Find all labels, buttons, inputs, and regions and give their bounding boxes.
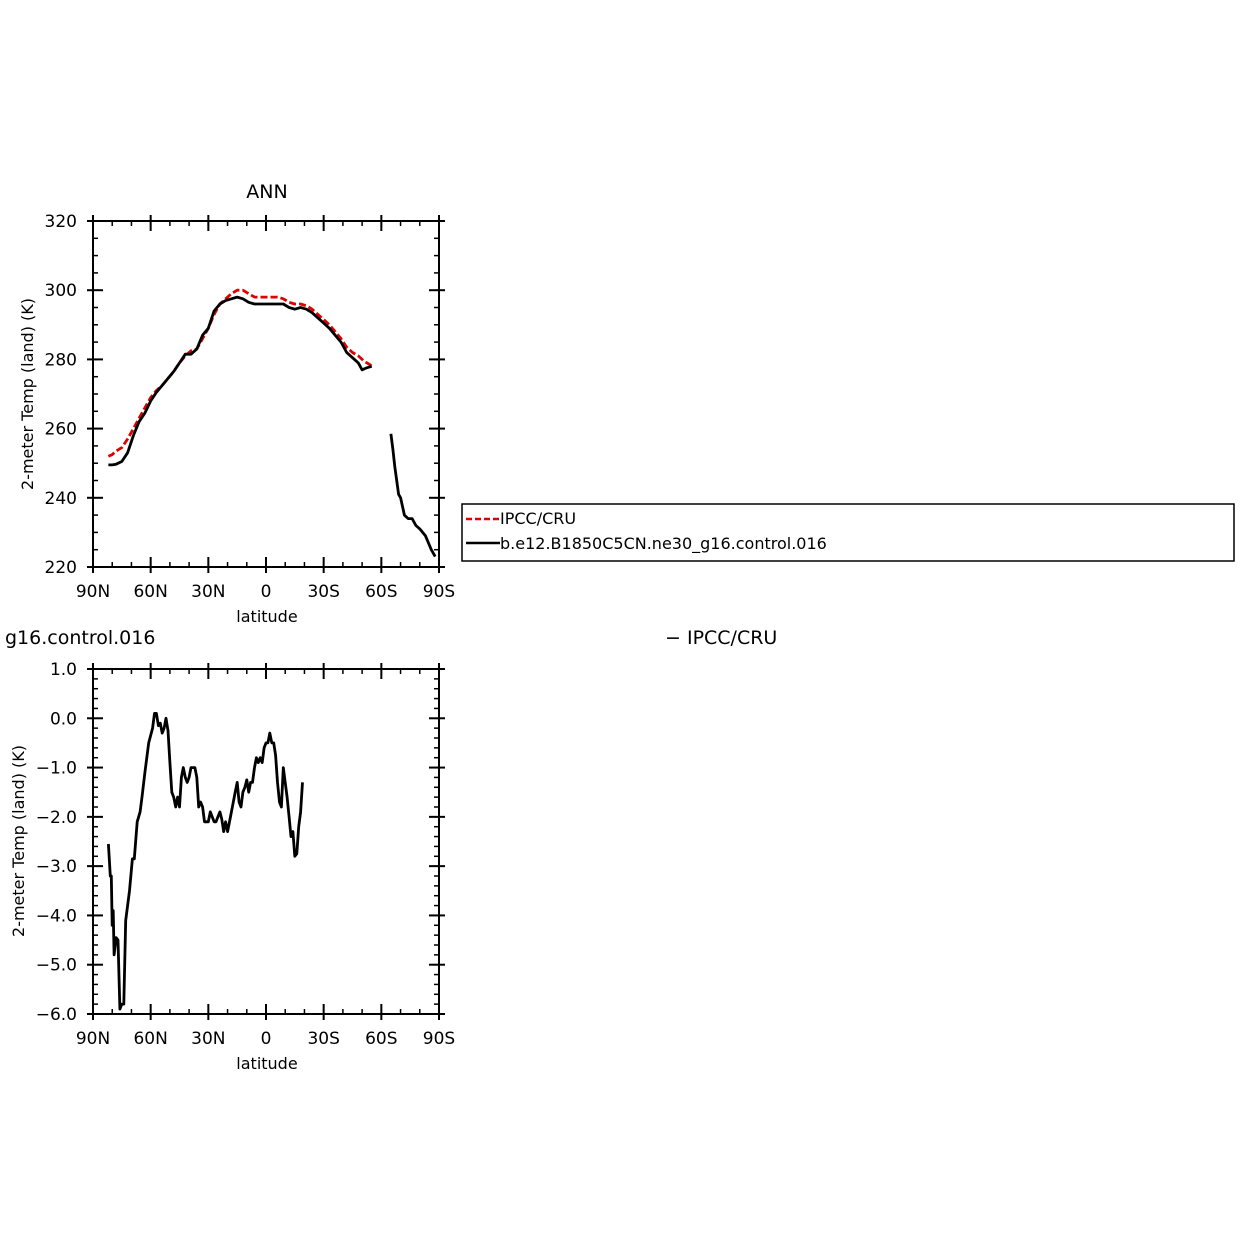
- y-tick-label: −2.0: [36, 808, 77, 828]
- plot-area: 90N 60N 30N 0 30S 60S 90S 1.0 0.0 −1.0 −2.0 −3.0 −4.…: [36, 660, 456, 1049]
- y-tick-label: −6.0: [36, 1005, 77, 1025]
- x-tick-label: 30S: [307, 1029, 339, 1049]
- series-line-difference: [107, 712, 304, 1011]
- legend-box: [461, 503, 1235, 562]
- y-tick-label: 320: [45, 212, 77, 232]
- x-tick-label: 60S: [365, 1029, 397, 1049]
- x-tick-label: 60S: [365, 582, 397, 602]
- x-tick-label: 90S: [423, 582, 455, 602]
- x-tick-label: 60N: [133, 1029, 167, 1049]
- x-tick-label: 30N: [191, 1029, 225, 1049]
- y-axis-label: 2-meter Temp (land) (K): [18, 298, 37, 490]
- y-axis-label: 2-meter Temp (land) (K): [9, 745, 28, 937]
- y-tick-label: −3.0: [36, 857, 77, 877]
- series-line-b-e12-b1850c5cn-ne30-g16-control-016: [389, 433, 437, 558]
- series-line-ipcc-cru: [107, 288, 373, 458]
- plot-frame: [92, 220, 440, 568]
- y-tick-label: 240: [45, 489, 77, 509]
- x-tick-label: 60N: [133, 582, 167, 602]
- x-tick-label: 0: [261, 1029, 272, 1049]
- plot-area: 90N 60N 30N 0 30S 60S 90S 220 240 260 280 300 320: [45, 212, 456, 602]
- x-tick-label: 30S: [307, 582, 339, 602]
- y-tick-label: −5.0: [36, 956, 77, 976]
- x-tick-label: 0: [261, 582, 272, 602]
- y-tick-label: 300: [45, 281, 77, 301]
- chart-title: ANN: [246, 181, 287, 203]
- y-tick-label: 0.0: [50, 709, 77, 729]
- right-title: − IPCC/CRU: [665, 627, 777, 649]
- y-tick-label: 1.0: [50, 660, 77, 680]
- legend-entry-cru: IPCC/CRU: [500, 509, 576, 528]
- x-tick-label: 90N: [76, 582, 110, 602]
- x-axis-label: latitude: [236, 1054, 297, 1073]
- x-tick-label: 30N: [191, 582, 225, 602]
- left-title: g16.control.016: [5, 627, 155, 649]
- panel-difference: g16.control.016 − IPCC/CRU latitude 2-me…: [5, 627, 777, 1073]
- legend: IPCC/CRU b.e12.B1850C5CN.ne30_g16.contro…: [461, 503, 1235, 562]
- x-tick-label: 90S: [423, 1029, 455, 1049]
- y-tick-label: 220: [45, 558, 77, 578]
- y-tick-label: 260: [45, 420, 77, 440]
- series-line-b-e12-b1850c5cn-ne30-g16-control-016: [108, 295, 373, 467]
- x-tick-label: 90N: [76, 1029, 110, 1049]
- y-tick-label: −4.0: [36, 906, 77, 926]
- y-tick-label: −1.0: [36, 759, 77, 779]
- panel-climatology: ANN latitude 2-meter Temp (land) (K) 90N…: [18, 181, 455, 626]
- y-tick-label: 280: [45, 350, 77, 370]
- plot-frame: [92, 668, 440, 1015]
- x-axis-label: latitude: [236, 607, 297, 626]
- legend-entry-model: b.e12.B1850C5CN.ne30_g16.control.016: [500, 534, 827, 554]
